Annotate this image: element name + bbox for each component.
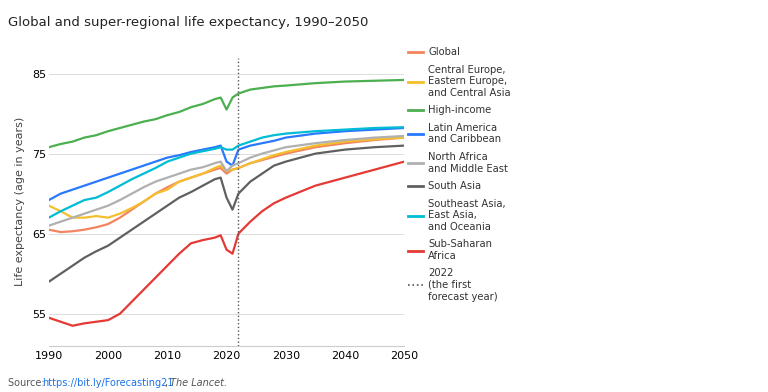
- Text: Global and super-regional life expectancy, 1990–2050: Global and super-regional life expectanc…: [8, 16, 368, 29]
- Text: Source:: Source:: [8, 378, 48, 388]
- Text: https://bit.ly/Forecasting21: https://bit.ly/Forecasting21: [42, 378, 174, 388]
- Text: The Lancet.: The Lancet.: [170, 378, 227, 388]
- Legend: Global, Central Europe,
Eastern Europe,
and Central Asia, High-income, Latin Ame: Global, Central Europe, Eastern Europe, …: [404, 43, 515, 305]
- Y-axis label: Life expectancy (age in years): Life expectancy (age in years): [15, 117, 25, 286]
- Text: ,: ,: [165, 378, 171, 388]
